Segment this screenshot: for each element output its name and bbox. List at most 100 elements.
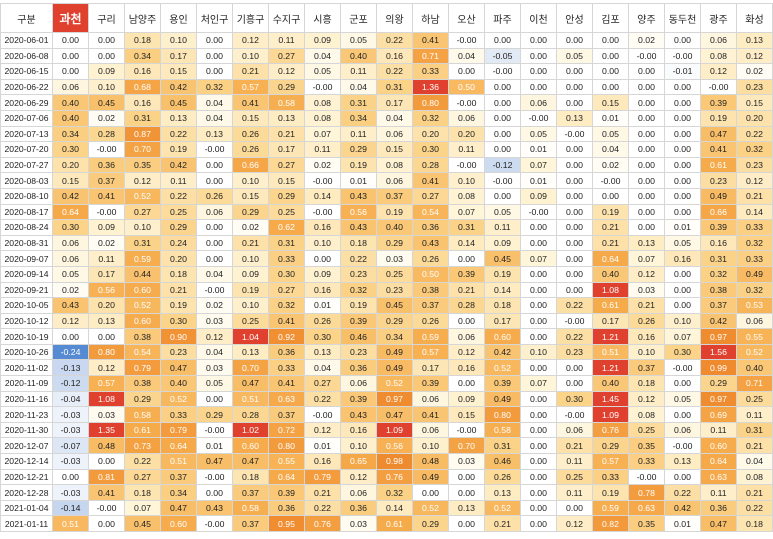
value-cell: 0.97	[700, 390, 737, 408]
value-cell: 0.21	[232, 63, 269, 80]
value-cell: 0.01	[664, 219, 701, 236]
value-cell: 0.13	[664, 453, 701, 470]
value-cell: 0.28	[448, 297, 485, 314]
value-cell: 0.61	[124, 421, 161, 439]
value-cell: 0.52	[376, 375, 413, 392]
value-cell: 0.53	[736, 297, 773, 314]
value-cell: 0.40	[160, 375, 197, 392]
value-cell: 0.00	[520, 515, 557, 532]
value-cell: 0.10	[664, 312, 701, 330]
value-cell: 0.13	[304, 343, 341, 361]
value-cell: 0.03	[628, 281, 665, 299]
column-header: 기흥구	[232, 3, 269, 33]
value-cell: 0.40	[376, 219, 413, 236]
value-cell: 0.39	[484, 375, 521, 392]
value-cell: 0.80	[484, 406, 521, 423]
value-cell: -0.00	[664, 437, 701, 455]
value-cell: 0.00	[520, 390, 557, 408]
column-header: 김포	[592, 3, 629, 33]
value-cell: 0.79	[304, 468, 341, 486]
value-cell: 0.36	[268, 499, 305, 517]
value-cell: 0.42	[160, 156, 197, 174]
value-cell: 0.15	[52, 172, 89, 189]
value-cell: 0.20	[412, 125, 449, 143]
value-cell: 0.01	[520, 141, 557, 158]
value-cell: 0.29	[340, 141, 377, 158]
value-cell: 0.10	[88, 78, 125, 96]
value-cell: 0.36	[412, 219, 449, 236]
value-cell: 0.18	[160, 265, 197, 283]
value-cell: 0.00	[196, 172, 233, 189]
value-cell: 0.25	[232, 312, 269, 330]
value-cell: 0.01	[340, 172, 377, 189]
table-row: 2020-07-27 0.20 0.36 0.35 0.42 0.00 0.66 0.27 0.…	[0, 156, 773, 174]
value-cell: 0.40	[592, 265, 629, 283]
date-cell: 2020-12-14	[0, 453, 53, 470]
date-cell: 2020-11-23	[0, 406, 53, 423]
value-cell: 0.20	[448, 125, 485, 143]
value-cell: 0.25	[160, 203, 197, 221]
value-cell: 0.00	[520, 32, 557, 49]
value-cell: 0.29	[196, 406, 233, 423]
value-cell: 0.06	[412, 421, 449, 439]
value-cell: 0.00	[664, 406, 701, 423]
date-cell: 2020-08-31	[0, 234, 53, 252]
table-row: 2021-01-04 -0.14 -0.00 0.07 0.47 0.43 0.58 0.36…	[0, 499, 773, 517]
value-cell: 0.31	[340, 94, 377, 111]
value-cell: 0.05	[664, 390, 701, 408]
value-cell: 0.27	[304, 375, 341, 392]
value-cell: 0.03	[196, 312, 233, 330]
value-cell: 0.01	[664, 515, 701, 532]
value-cell: -0.00	[88, 203, 125, 221]
value-cell: 0.25	[736, 390, 773, 408]
value-cell: 0.43	[196, 499, 233, 517]
value-cell: 0.69	[700, 406, 737, 423]
value-cell: 0.06	[448, 328, 485, 345]
value-cell: 0.16	[700, 234, 737, 252]
value-cell: 0.09	[448, 390, 485, 408]
table-row: 2020-11-09 -0.12 0.57 0.38 0.40 0.05 0.47 0.41 0…	[0, 375, 773, 392]
value-cell: -0.00	[664, 47, 701, 65]
value-cell: 0.39	[448, 265, 485, 283]
value-cell: 0.00	[484, 141, 521, 158]
value-cell: 0.33	[628, 453, 665, 470]
date-cell: 2020-12-07	[0, 437, 53, 455]
value-cell: 0.22	[340, 250, 377, 267]
table-row: 2020-08-03 0.15 0.37 0.12 0.11 0.00 0.10 0.15 -0…	[0, 172, 773, 189]
value-cell: 0.41	[88, 484, 125, 501]
value-cell: 0.00	[412, 484, 449, 501]
value-cell: 0.60	[232, 437, 269, 455]
value-cell: 0.22	[556, 297, 593, 314]
value-cell: 0.51	[232, 390, 269, 408]
value-cell: 0.15	[160, 63, 197, 80]
value-cell: 0.00	[556, 250, 593, 267]
value-cell: 0.43	[340, 406, 377, 423]
value-cell: 0.22	[556, 328, 593, 345]
value-cell: 0.20	[88, 297, 125, 314]
value-cell: 0.00	[664, 203, 701, 221]
table-body: 2020-06-01 0.00 0.00 0.18 0.10 0.00 0.12 0.11 0.…	[0, 32, 773, 532]
value-cell: 0.29	[124, 390, 161, 408]
value-cell: 0.38	[124, 328, 161, 345]
value-cell: -0.12	[52, 375, 89, 392]
value-cell: 0.49	[376, 359, 413, 377]
table-row: 2020-06-22 0.06 0.10 0.68 0.42 0.32 0.57 0.29 -0…	[0, 78, 773, 96]
value-cell: 0.17	[376, 94, 413, 111]
value-cell: 0.06	[448, 109, 485, 127]
value-cell: 0.00	[52, 63, 89, 80]
value-cell: 0.13	[556, 109, 593, 127]
value-cell: 0.48	[412, 453, 449, 470]
value-cell: 0.05	[52, 265, 89, 283]
column-header: 하남	[412, 3, 449, 33]
value-cell: 0.17	[88, 265, 125, 283]
date-cell: 2020-07-06	[0, 109, 53, 127]
value-cell: 0.00	[520, 265, 557, 283]
value-cell: 0.06	[196, 203, 233, 221]
value-cell: 0.00	[664, 187, 701, 205]
value-cell: 0.79	[124, 359, 161, 377]
value-cell: 0.29	[376, 234, 413, 252]
value-cell: 0.16	[124, 94, 161, 111]
date-cell: 2020-09-14	[0, 265, 53, 283]
value-cell: 0.20	[160, 250, 197, 267]
value-cell: 0.23	[340, 343, 377, 361]
